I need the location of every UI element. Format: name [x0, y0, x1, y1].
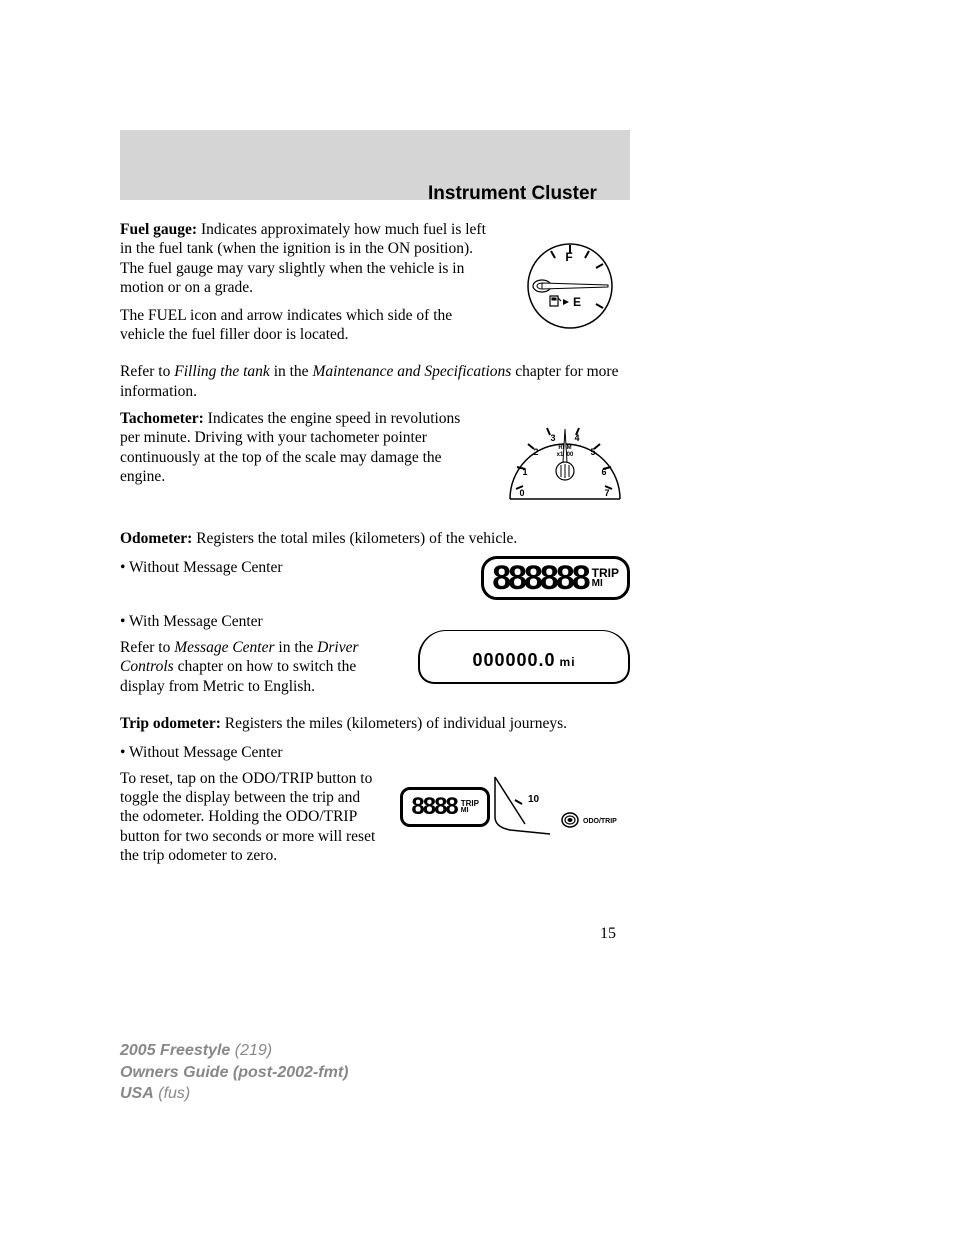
- tachometer-section: Tachometer: Indicates the engine speed i…: [120, 409, 630, 519]
- trip-btn-label: ODO/TRIP: [583, 818, 617, 825]
- fuel-p3-it1: Filling the tank: [174, 363, 270, 380]
- fuel-p3a: Refer to: [120, 363, 174, 380]
- footer: 2005 Freestyle (219) Owners Guide (post-…: [120, 1040, 348, 1105]
- tach-tick-0: 0: [519, 488, 524, 498]
- fuel-label: Fuel gauge:: [120, 221, 197, 238]
- footer-line-3: USA (fus): [120, 1083, 348, 1105]
- message-center-lcd: 000000.0 MI: [418, 630, 630, 684]
- fuel-full-label: F: [565, 250, 572, 264]
- odo-lcd2-figure: 000000.0 MI: [418, 610, 630, 704]
- odo-lcd2-value: 000000.0: [472, 650, 555, 670]
- trip-lcd-digits: 8888: [411, 792, 456, 822]
- tach-tick-5: 5: [590, 447, 595, 457]
- tach-tick-6: 6: [601, 467, 606, 477]
- fuel-empty-label: E: [573, 295, 581, 309]
- odo-label: Odometer:: [120, 530, 192, 547]
- fuel-para-1: Fuel gauge: Indicates approximately how …: [120, 220, 492, 298]
- footer-l1b: (219): [235, 1042, 272, 1059]
- odo-p2: Refer to Message Center in the Driver Co…: [120, 638, 400, 696]
- fuel-gauge-icon: F E: [510, 236, 630, 336]
- page: Instrument Cluster Fuel gauge: Indicates…: [0, 0, 954, 1235]
- odo-p2a: Refer to: [120, 639, 174, 656]
- odo-p1: Registers the total miles (kilometers) o…: [192, 530, 517, 547]
- trip-gauge-icon: 10 ODO/TRIP: [490, 772, 630, 842]
- tachometer-icon: 0 1 2 3 4 5 6 7 RPM x1000: [500, 409, 630, 519]
- odo-p2-it1: Message Center: [174, 639, 274, 656]
- odo-with-mc: With Message Center: [120, 612, 400, 631]
- tach-tick-3: 3: [550, 433, 555, 443]
- fuel-p3-it2: Maintenance and Specifications: [312, 363, 511, 380]
- odo-with-mc-row: With Message Center Refer to Message Cen…: [120, 610, 630, 704]
- odo-trip-button-icon: [562, 813, 578, 827]
- trip-row: Without Message Center To reset, tap on …: [120, 741, 630, 873]
- tach-figure: 0 1 2 3 4 5 6 7 RPM x1000: [500, 409, 630, 519]
- odo-p2b: in the: [275, 639, 318, 656]
- odo-without-mc-text: Without Message Center: [120, 556, 463, 600]
- footer-l3b: (fus): [158, 1085, 190, 1102]
- fuel-para-3: Refer to Filling the tank in the Mainten…: [120, 362, 630, 401]
- tach-tick-2: 2: [533, 447, 538, 457]
- tach-tick-4: 4: [574, 433, 579, 443]
- odo-lcd1-figure: 888888 TRIP MI: [481, 556, 630, 600]
- tach-label: Tachometer:: [120, 410, 204, 427]
- footer-line-2: Owners Guide (post-2002-fmt): [120, 1062, 348, 1084]
- tach-tick-7: 7: [604, 488, 609, 498]
- odo-lcd1-mi: MI: [592, 579, 603, 588]
- trip-cluster: 8888 TRIP MI 10: [400, 772, 630, 842]
- odo-with-mc-text: With Message Center Refer to Message Cen…: [120, 610, 400, 704]
- page-number: 15: [600, 925, 616, 943]
- trip-para: Trip odometer: Registers the miles (kilo…: [120, 714, 630, 733]
- trip-lcd-mi: MI: [461, 808, 479, 814]
- fuel-text: Fuel gauge: Indicates approximately how …: [120, 220, 492, 352]
- trip-lcd: 8888 TRIP MI: [400, 787, 490, 827]
- odo-without-mc-row: Without Message Center 888888 TRIP MI: [120, 556, 630, 600]
- odometer-lcd: 888888 TRIP MI: [481, 556, 630, 600]
- footer-line-1: 2005 Freestyle (219): [120, 1040, 348, 1062]
- trip-p1: Registers the miles (kilometers) of indi…: [221, 715, 567, 732]
- fuel-gauge-section: Fuel gauge: Indicates approximately how …: [120, 220, 630, 352]
- odo-without-mc: Without Message Center: [120, 558, 463, 577]
- odo-lcd1-digits: 888888: [492, 561, 587, 595]
- fuel-gauge-figure: F E: [510, 220, 630, 352]
- fuel-p3b: in the: [270, 363, 313, 380]
- footer-l3a: USA: [120, 1085, 154, 1102]
- odo-lcd2-unit: MI: [560, 655, 576, 669]
- trip-callout-num: 10: [528, 794, 540, 805]
- trip-label: Trip odometer:: [120, 715, 221, 732]
- trip-figure: 8888 TRIP MI 10: [400, 741, 630, 873]
- tach-text: Tachometer: Indicates the engine speed i…: [120, 409, 482, 519]
- trip-text: Without Message Center To reset, tap on …: [120, 741, 382, 873]
- tach-tick-1: 1: [522, 467, 527, 477]
- trip-without-mc: Without Message Center: [120, 743, 382, 762]
- fuel-para-2: The FUEL icon and arrow indicates which …: [120, 306, 492, 345]
- tach-para: Tachometer: Indicates the engine speed i…: [120, 409, 482, 487]
- odo-lcd1-side: TRIP MI: [592, 568, 619, 588]
- body-column: Fuel gauge: Indicates approximately how …: [120, 220, 630, 884]
- odo-para: Odometer: Registers the total miles (kil…: [120, 529, 630, 548]
- trip-lcd-side: TRIP MI: [461, 801, 479, 813]
- trip-p2: To reset, tap on the ODO/TRIP button to …: [120, 769, 382, 866]
- section-title: Instrument Cluster: [428, 183, 597, 205]
- footer-l1a: 2005 Freestyle: [120, 1042, 230, 1059]
